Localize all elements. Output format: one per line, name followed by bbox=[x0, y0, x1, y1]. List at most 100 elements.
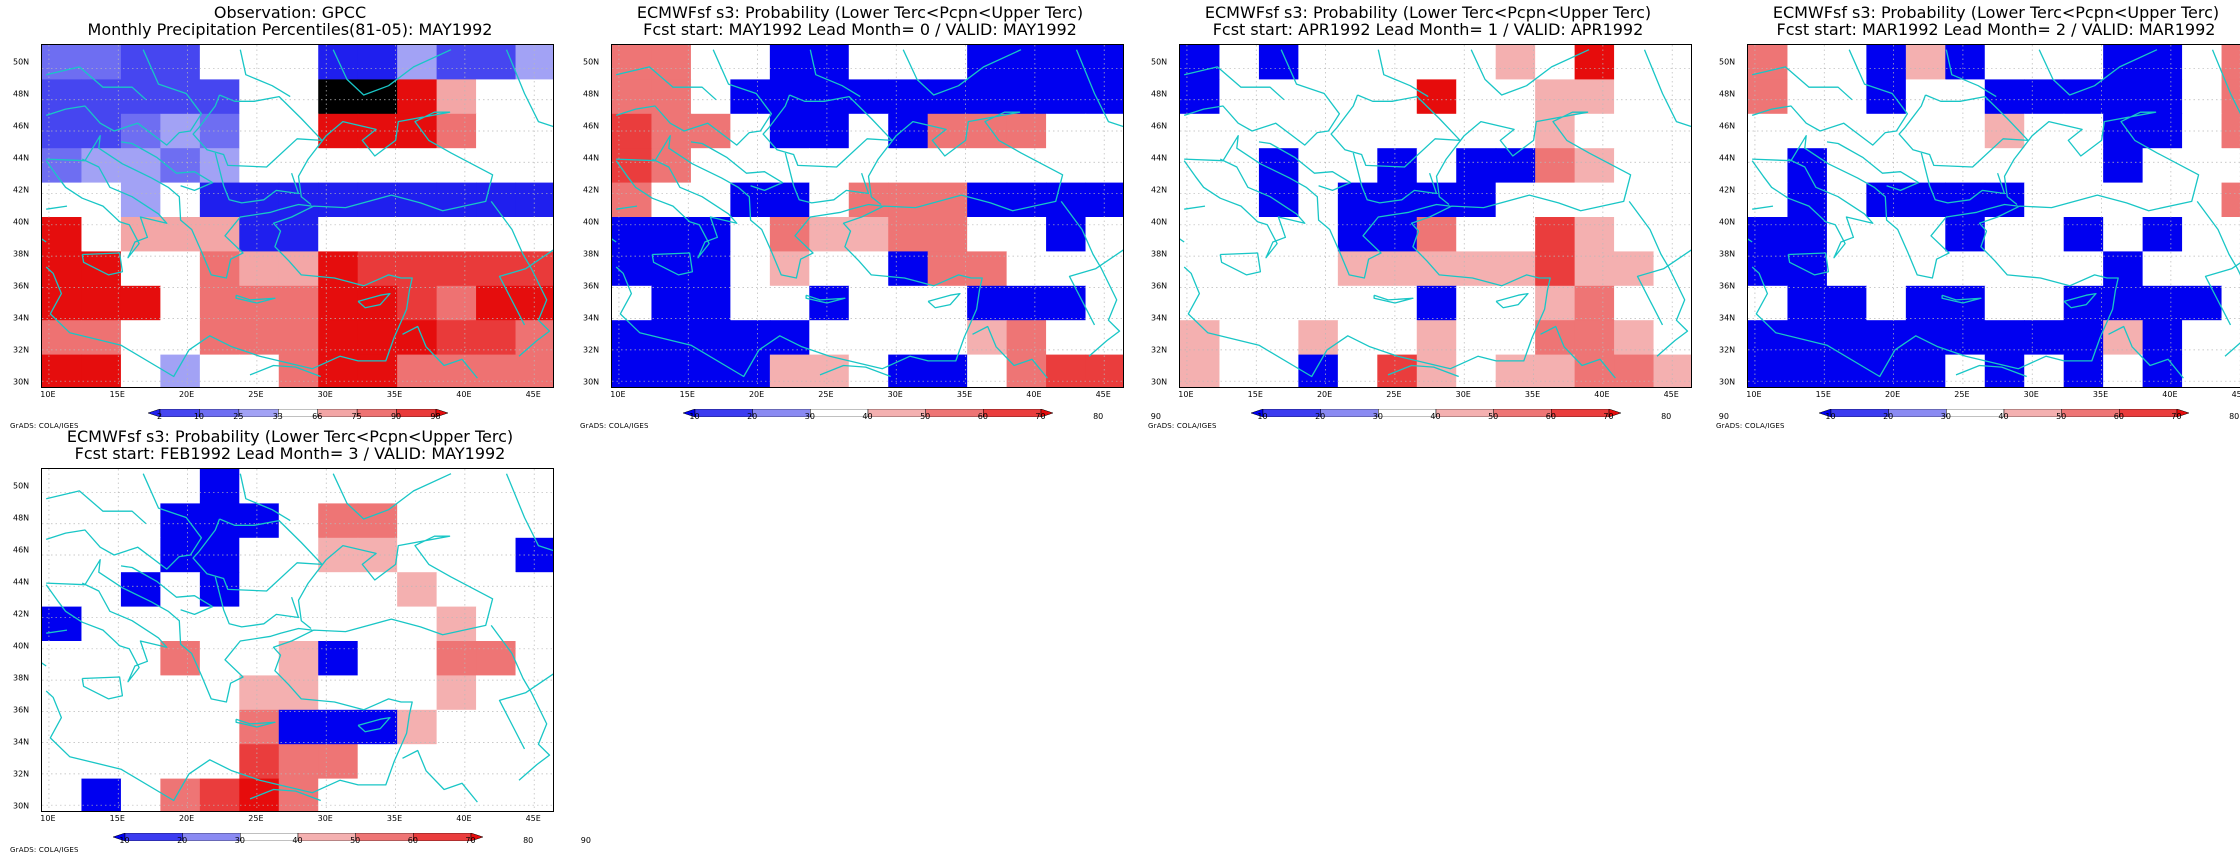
grid-cell bbox=[318, 538, 358, 573]
lat-tick-label: 42N bbox=[583, 186, 599, 195]
grid-cell bbox=[397, 251, 437, 286]
grid-cell bbox=[397, 641, 437, 676]
colorbar-label: 60 bbox=[978, 412, 988, 421]
grid-cell bbox=[121, 355, 161, 388]
grid-cell bbox=[358, 675, 398, 710]
grid-cell bbox=[1866, 355, 1906, 388]
colorbar-segment bbox=[1888, 409, 1946, 417]
lat-tick-label: 40N bbox=[13, 218, 29, 227]
lon-tick-label: 20E bbox=[749, 390, 764, 399]
grid-cell bbox=[849, 355, 889, 388]
map-plot-area bbox=[611, 44, 1124, 388]
grid-cell bbox=[1575, 286, 1615, 321]
grid-cell bbox=[1535, 148, 1575, 183]
colorbar-segment bbox=[925, 409, 983, 417]
grid-cell bbox=[437, 45, 477, 80]
grid-cell bbox=[358, 320, 398, 355]
grid-cell bbox=[1496, 355, 1536, 388]
colorbar-label: 70 bbox=[1035, 412, 1045, 421]
grid-cell bbox=[1259, 286, 1299, 321]
grid-cell bbox=[437, 675, 477, 710]
colorbar-segment bbox=[1436, 409, 1494, 417]
grid-cell bbox=[1180, 355, 1220, 388]
grid-cell bbox=[1417, 183, 1457, 218]
grid-cell bbox=[1748, 217, 1788, 252]
grid-cell bbox=[476, 286, 516, 321]
grid-cell bbox=[1654, 320, 1692, 355]
grid-cell bbox=[1945, 217, 1985, 252]
lat-tick-label: 44N bbox=[13, 154, 29, 163]
grid-cell bbox=[1007, 79, 1047, 114]
grid-cell bbox=[437, 469, 477, 504]
lat-tick-label: 34N bbox=[583, 314, 599, 323]
grid-cell bbox=[200, 45, 240, 80]
grid-cell bbox=[160, 45, 200, 80]
grid-cell bbox=[397, 779, 437, 812]
grid-cell bbox=[2182, 251, 2222, 286]
colorbar-label: 40 bbox=[1430, 412, 1440, 421]
grid-cell bbox=[397, 217, 437, 252]
grid-cell bbox=[770, 217, 810, 252]
colorbar-segment bbox=[2061, 409, 2119, 417]
grid-cell bbox=[1338, 286, 1378, 321]
colorbar-segment bbox=[1831, 409, 1889, 417]
grid-cell bbox=[1614, 183, 1654, 218]
grid-cell bbox=[612, 79, 652, 114]
grid-cell bbox=[770, 45, 810, 80]
grid-cell bbox=[1614, 355, 1654, 388]
colorbar-label: 66 bbox=[312, 412, 322, 421]
map-panel-lead2: ECMWFsf s3: Probability (Lower Terc<Pcpn… bbox=[1716, 4, 2240, 416]
grid-cell bbox=[1298, 355, 1338, 388]
grid-cell bbox=[1654, 286, 1692, 321]
grid-cell bbox=[730, 286, 770, 321]
grid-cell bbox=[1748, 286, 1788, 321]
grid-cell bbox=[476, 675, 516, 710]
grid-cell bbox=[967, 251, 1007, 286]
grid-cell bbox=[42, 779, 82, 812]
grid-cell bbox=[1496, 217, 1536, 252]
lat-tick-label: 50N bbox=[13, 482, 29, 491]
lat-tick-label: 32N bbox=[1719, 346, 1735, 355]
panel-subtitle: Monthly Precipitation Percentiles(81-05)… bbox=[10, 21, 570, 38]
grid-cell bbox=[1086, 114, 1124, 149]
grid-cell bbox=[1496, 45, 1536, 80]
grid-cell bbox=[2222, 148, 2240, 183]
grid-cell bbox=[160, 710, 200, 745]
lon-tick-label: 15E bbox=[1248, 390, 1263, 399]
grid-cell bbox=[888, 148, 928, 183]
grid-cell bbox=[437, 217, 477, 252]
grid-cell bbox=[160, 320, 200, 355]
grid-cell bbox=[2024, 217, 2064, 252]
grid-cell bbox=[1827, 79, 1867, 114]
colorbar bbox=[113, 826, 483, 834]
colorbar-label: 80 bbox=[1093, 412, 1103, 421]
grid-cell bbox=[279, 286, 319, 321]
lat-tick-label: 50N bbox=[1719, 58, 1735, 67]
grid-cell bbox=[42, 572, 82, 607]
grid-cell bbox=[437, 572, 477, 607]
colorbar-label: 30 bbox=[1941, 412, 1951, 421]
map-canvas bbox=[1748, 45, 2240, 388]
colorbar-label: 60 bbox=[408, 836, 418, 845]
grid-cell bbox=[1007, 217, 1047, 252]
colorbar-segment bbox=[2004, 409, 2062, 417]
grid-cell bbox=[2143, 217, 2183, 252]
grid-cell bbox=[121, 79, 161, 114]
grid-cell bbox=[612, 286, 652, 321]
grid-cell bbox=[516, 183, 554, 218]
lon-tick-label: 20E bbox=[1317, 390, 1332, 399]
lon-tick-label: 10E bbox=[1178, 390, 1193, 399]
lon-tick-label: 25E bbox=[248, 390, 263, 399]
grid-cell bbox=[476, 183, 516, 218]
lat-tick-label: 50N bbox=[583, 58, 599, 67]
grid-cell bbox=[42, 607, 82, 642]
grid-cell bbox=[318, 744, 358, 779]
grid-cell bbox=[1654, 114, 1692, 149]
lat-tick-label: 32N bbox=[583, 346, 599, 355]
grid-cell bbox=[1456, 45, 1496, 80]
grid-cell bbox=[160, 469, 200, 504]
grid-cell bbox=[1575, 45, 1615, 80]
grid-cell bbox=[437, 148, 477, 183]
lon-tick-label: 40E bbox=[2162, 390, 2177, 399]
grid-cell bbox=[160, 355, 200, 388]
